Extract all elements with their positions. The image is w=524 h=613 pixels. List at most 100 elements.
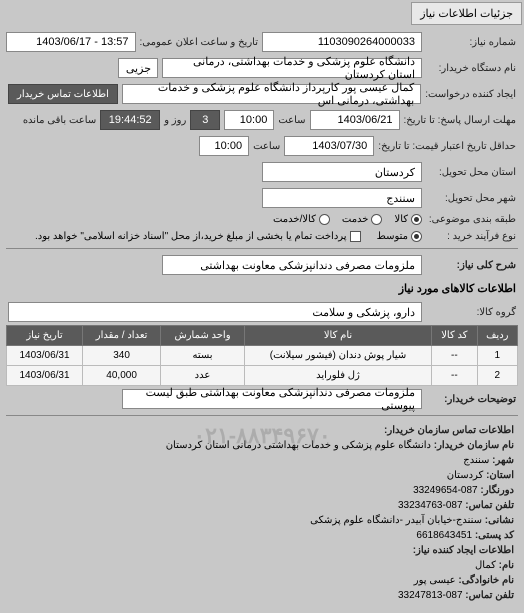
info-label: کد پستی: xyxy=(475,530,514,541)
info-value: کمال xyxy=(475,560,496,571)
info-value: کردستان xyxy=(447,470,484,481)
col-date: تاریخ نیاز xyxy=(7,326,83,346)
info-value: 087-33234763 xyxy=(398,500,463,511)
check-label: پرداخت تمام یا بخشی از مبلغ خرید،از محل … xyxy=(35,231,347,242)
items-table: ردیف کد کالا نام کالا واحد شمارش تعداد /… xyxy=(6,325,518,386)
info-value: 087-33247813 xyxy=(398,590,463,601)
radio-label-1: خدمت xyxy=(342,214,369,225)
form-section: شماره نیاز: 1103090264000033 تاریخ و ساع… xyxy=(2,25,522,611)
value-desc: ملزومات مصرفی دندانپزشکی معاونت بهداشتی xyxy=(162,255,422,275)
creator-title: اطلاعات ایجاد کننده نیاز: xyxy=(413,545,514,556)
row-desc: شرح کلی نیاز: ملزومات مصرفی دندانپزشکی م… xyxy=(6,252,518,278)
radio-dot-icon xyxy=(319,214,330,225)
label-desc: شرح کلی نیاز: xyxy=(426,260,516,271)
value-delivery-date: 1403/07/30 xyxy=(284,136,374,156)
radio-dot-icon xyxy=(411,231,422,242)
row-creator: ایجاد کننده درخواست: کمال عیسی پور کارپر… xyxy=(6,81,518,107)
check-treasury[interactable]: پرداخت تمام یا بخشی از مبلغ خرید،از محل … xyxy=(35,231,361,242)
radio-both[interactable]: کالا/خدمت xyxy=(273,214,330,225)
row-need-number: شماره نیاز: 1103090264000033 تاریخ و ساع… xyxy=(6,29,518,55)
col-row: ردیف xyxy=(477,326,517,346)
radio-label-0: کالا xyxy=(394,214,408,225)
divider xyxy=(6,415,518,416)
items-section-title: اطلاعات کالاهای مورد نیاز xyxy=(6,278,518,299)
label-category: طبقه بندی موضوعی: xyxy=(426,214,516,225)
label-need-number: شماره نیاز: xyxy=(426,37,516,48)
value-need-number: 1103090264000033 xyxy=(262,32,422,52)
value-deadline-time: 10:00 xyxy=(224,110,274,130)
row-group: گروه کالا: دارو، پزشکی و سلامت xyxy=(6,299,518,325)
label-buyer-notes: توضیحات خریدار: xyxy=(426,394,516,405)
row-province: استان محل تحویل: کردستان xyxy=(6,159,518,185)
info-label: تلفن تماس: xyxy=(465,500,514,511)
info-line: کد پستی: 6618643451 xyxy=(10,528,514,543)
info-line: نام خانوادگی: عیسی پور xyxy=(10,573,514,588)
cell: بسته xyxy=(161,346,245,366)
info-label: نام: xyxy=(499,560,514,571)
footer-info: ۰۲۱-۸۸۳۴۹۶۷۰ اطلاعات تماس سازمان خریدار:… xyxy=(6,419,518,607)
info-line: دورنگار: 087-33249654 xyxy=(10,483,514,498)
radio-khedmat[interactable]: خدمت xyxy=(342,214,383,225)
table-header-row: ردیف کد کالا نام کالا واحد شمارش تعداد /… xyxy=(7,326,518,346)
row-delivery: حداقل تاریخ اعتبار قیمت: تا تاریخ: 1403/… xyxy=(6,133,518,159)
info-label: تلفن تماس: xyxy=(465,590,514,601)
cell: 40,000 xyxy=(83,366,161,386)
table-row: 2 -- ژل فلوراید عدد 40,000 1403/06/31 xyxy=(7,366,518,386)
row-category: طبقه بندی موضوعی: کالا خدمت کالا/خدمت xyxy=(6,211,518,228)
info-label: نام سازمان خریدار: xyxy=(434,440,514,451)
radio-dot-icon xyxy=(371,214,382,225)
info-label: دورنگار: xyxy=(480,485,514,496)
table-row: 1 -- شیار پوش دندان (فیشور سیلانت) بسته … xyxy=(7,346,518,366)
cell: 1403/06/31 xyxy=(7,366,83,386)
col-code: کد کالا xyxy=(432,326,477,346)
info-line: تلفن تماس: 087-33234763 xyxy=(10,498,514,513)
cell: -- xyxy=(432,346,477,366)
value-group: دارو، پزشکی و سلامت xyxy=(8,302,422,322)
label-creator: ایجاد کننده درخواست: xyxy=(425,89,516,100)
label-time1: ساعت xyxy=(278,115,305,126)
info-value: 6618643451 xyxy=(416,530,472,541)
row-deadline-send: مهلت ارسال پاسخ: تا تاریخ: 1403/06/21 سا… xyxy=(6,107,518,133)
label-announce: تاریخ و ساعت اعلان عمومی: xyxy=(140,37,259,48)
radio-medium[interactable]: متوسط xyxy=(377,231,422,242)
value-announce: 13:57 - 1403/06/17 xyxy=(6,32,136,52)
info-value: عیسی پور xyxy=(414,575,456,586)
label-days: روز و xyxy=(164,115,186,126)
row-buyer: نام دستگاه خریدار: دانشگاه علوم پزشکی و … xyxy=(6,55,518,81)
col-unit: واحد شمارش xyxy=(161,326,245,346)
radio-label-2: کالا/خدمت xyxy=(273,214,316,225)
info-label: استان: xyxy=(486,470,514,481)
value-buyer: دانشگاه علوم پزشکی و خدمات بهداشتی، درما… xyxy=(162,58,422,78)
info-line: استان: کردستان xyxy=(10,468,514,483)
value-creator: کمال عیسی پور کارپرداز دانشگاه علوم پزشک… xyxy=(122,84,421,104)
cell: 2 xyxy=(477,366,517,386)
label-province: استان محل تحویل: xyxy=(426,167,516,178)
label-city: شهر محل تحویل: xyxy=(426,193,516,204)
footer-title: اطلاعات تماس سازمان خریدار: xyxy=(384,425,514,436)
divider xyxy=(6,248,518,249)
checkbox-icon xyxy=(350,231,361,242)
value-deadline-date: 1403/06/21 xyxy=(310,110,400,130)
cell: ژل فلوراید xyxy=(244,366,431,386)
label-remain: ساعت باقی مانده xyxy=(23,115,96,126)
info-line: تلفن تماس: 087-33247813 xyxy=(10,588,514,603)
radio-dot-icon xyxy=(411,214,422,225)
cell: عدد xyxy=(161,366,245,386)
value-remain: 19:44:52 xyxy=(100,110,160,130)
label-group: گروه کالا: xyxy=(426,307,516,318)
col-name: نام کالا xyxy=(244,326,431,346)
value-buyer-notes: ملزومات مصرفی دندانپزشکی معاونت بهداشتی … xyxy=(122,389,422,409)
info-line: نام سازمان خریدار: دانشگاه علوم پزشکی و … xyxy=(10,438,514,453)
label-process: نوع فرآیند خرید : xyxy=(426,231,516,242)
row-city: شهر محل تحویل: سنندج xyxy=(6,185,518,211)
value-province: کردستان xyxy=(262,162,422,182)
radio-process-label: متوسط xyxy=(377,231,408,242)
info-value: سنندج-خیابان آبیدر -دانشگاه علوم پزشکی xyxy=(310,515,482,526)
radio-kala[interactable]: کالا xyxy=(394,214,422,225)
info-line: نام: کمال xyxy=(10,558,514,573)
cell: -- xyxy=(432,366,477,386)
info-label: نشانی: xyxy=(485,515,514,526)
label-time2: ساعت xyxy=(253,141,280,152)
category-radio-group: کالا خدمت کالا/خدمت xyxy=(273,214,422,225)
buyer-contact-button[interactable]: اطلاعات تماس خریدار xyxy=(8,84,118,104)
